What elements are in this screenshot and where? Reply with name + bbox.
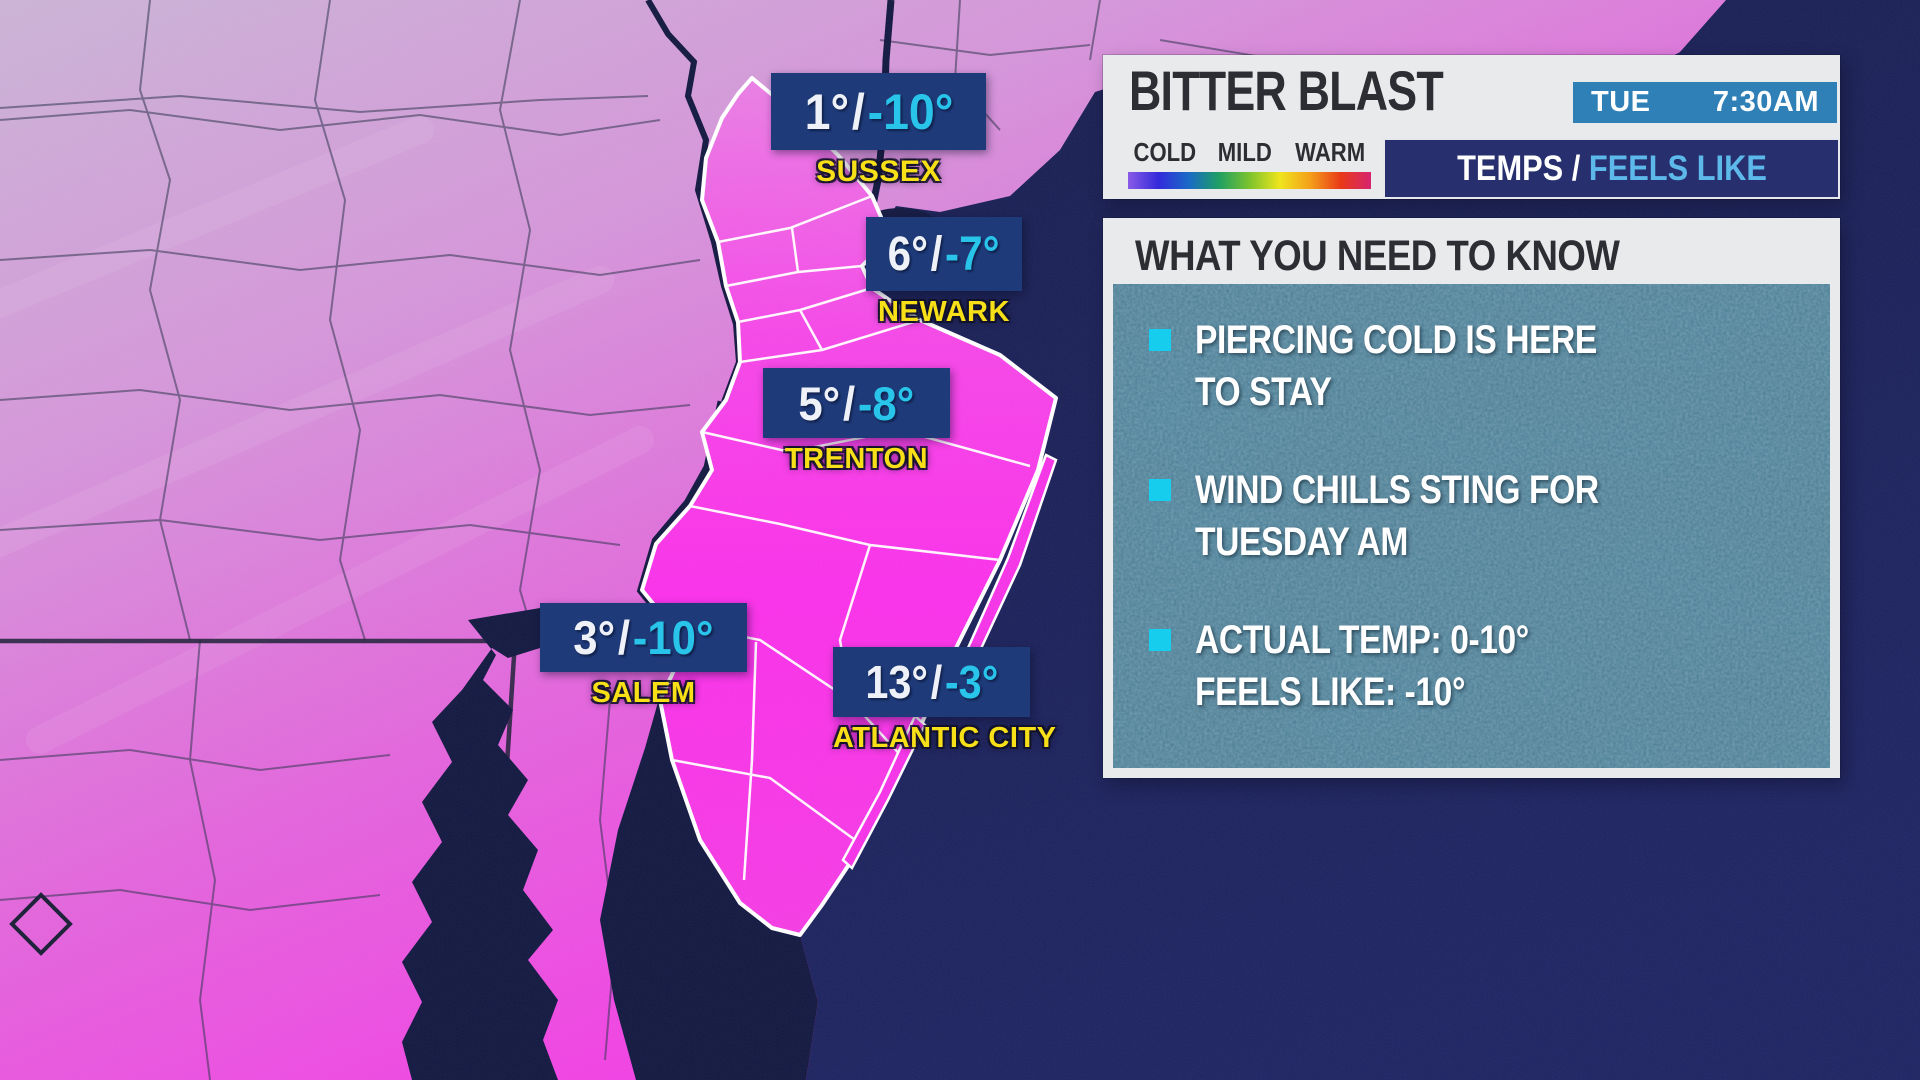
bullet-square-icon [1149,479,1171,501]
actual-temp: 13° [865,656,928,708]
city-label: SUSSEX [816,155,941,188]
bullet-item: ACTUAL TEMP: 0-10° FEELS LIKE: -10° [1149,614,1830,718]
station-sussex: 1° / -10° SUSSEX [771,73,986,189]
datetime-badge: TUE 7:30AM [1573,82,1837,123]
bullet-text: PIERCING COLD IS HERE TO STAY [1195,314,1597,418]
day-label: TUE [1591,86,1651,118]
feels-like-temp: -7° [945,227,1000,281]
bullet-text: WIND CHILLS STING FOR TUESDAY AM [1195,464,1599,568]
temp-slash: / [617,611,631,664]
feels-like-temp: -3° [944,656,998,708]
city-label: NEWARK [878,296,1010,328]
scale-label-warm: WARM [1294,137,1365,167]
bullet-line: WIND CHILLS STING FOR [1195,468,1599,512]
temp-readout: 1° / -10° [771,73,986,150]
scale-label-mild: MILD [1218,137,1273,167]
temp-readout: 5° / -8° [763,368,950,438]
bullet-square-icon [1149,329,1171,351]
actual-temp: 3° [573,611,616,664]
info-panel-title-text: WHAT YOU NEED TO KNOW [1135,231,1620,280]
time-label: 7:30AM [1712,86,1819,118]
temp-readout: 6° / -7° [866,217,1022,291]
mode-feels-like: FEELS LIKE [1588,148,1767,188]
scale-label-cold: COLD [1133,137,1197,167]
bullet-item: PIERCING COLD IS HERE TO STAY [1149,314,1830,418]
bullet-line: ACTUAL TEMP: 0-10° [1195,618,1529,662]
bullet-line: TO STAY [1195,370,1332,414]
info-panel-title: WHAT YOU NEED TO KNOW [1113,228,1830,284]
feels-like-temp: -10° [867,83,953,140]
temp-scale-gradient [1128,172,1371,189]
bullet-list: PIERCING COLD IS HERE TO STAY WIND CHILL… [1113,284,1830,718]
mode-temps: TEMPS [1456,148,1572,188]
bullet-text: ACTUAL TEMP: 0-10° FEELS LIKE: -10° [1195,614,1529,718]
temp-readout: 3° / -10° [540,603,747,672]
bullet-item: WIND CHILLS STING FOR TUESDAY AM [1149,464,1830,568]
temp-slash: / [851,83,865,140]
city-label: ATLANTIC CITY [833,722,1057,754]
bullet-square-icon [1149,629,1171,651]
icy-texture [1113,284,1830,768]
city-label: SALEM [591,677,696,709]
temp-readout: 13° / -3° [833,647,1030,717]
header-panel: BITTER BLAST COLD MILD WARM TUE 7:30AM T… [1103,55,1840,199]
temp-scale-labels: COLD MILD WARM [1128,137,1371,168]
display-mode-bar: TEMPS / FEELS LIKE [1383,138,1840,199]
bullet-line: TUESDAY AM [1195,520,1409,564]
station-atlantic-city: 13° / -3° ATLANTIC CITY [833,647,1057,755]
bullet-line: FEELS LIKE: -10° [1195,670,1465,714]
temp-slash: / [930,656,942,708]
station-trenton: 5° / -8° TRENTON [763,368,950,476]
bullet-line: PIERCING COLD IS HERE [1195,318,1597,362]
actual-temp: 5° [798,376,841,430]
mode-separator: / [1571,148,1589,188]
temp-slash: / [931,227,943,281]
headline-title: BITTER BLAST [1129,59,1444,122]
info-panel: WHAT YOU NEED TO KNOW [1103,218,1840,778]
info-panel-content: PIERCING COLD IS HERE TO STAY WIND CHILL… [1113,284,1830,768]
actual-temp: 1° [804,83,849,140]
city-label: TRENTON [784,443,929,475]
station-salem: 3° / -10° SALEM [540,603,747,710]
feels-like-temp: -10° [632,611,714,664]
actual-temp: 6° [888,227,929,281]
station-newark: 6° / -7° NEWARK [866,217,1022,329]
temp-slash: / [843,376,856,430]
feels-like-temp: -8° [858,376,915,430]
